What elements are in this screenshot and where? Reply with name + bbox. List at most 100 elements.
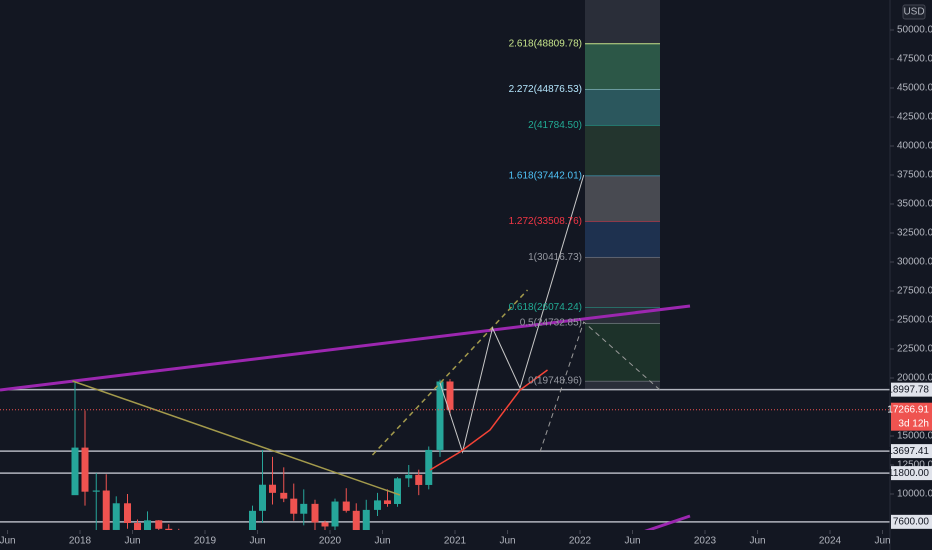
- candle-body: [384, 500, 391, 504]
- x-tick-label: Jun: [499, 536, 515, 547]
- plot: [0, 43, 890, 530]
- x-tick-label: 2024: [819, 536, 842, 547]
- fib-label: 0(19748.96): [528, 376, 582, 387]
- trend-line: [371, 289, 529, 456]
- x-tick-label: 2018: [69, 536, 92, 547]
- x-tick-label: Jun: [124, 536, 140, 547]
- trend-line: [429, 369, 548, 471]
- fib-label: 0.5(24732.85): [520, 318, 582, 329]
- trend-line: [72, 380, 401, 496]
- candle-body: [134, 523, 141, 530]
- level-box: [891, 444, 932, 459]
- y-tick-label: 37500.00: [897, 170, 932, 181]
- x-tick-label: Jun: [0, 536, 16, 547]
- level-label: 18997.78: [887, 384, 929, 395]
- y-tick-label: 35000.00: [897, 199, 932, 210]
- candle-body: [425, 449, 433, 485]
- level-box: [891, 466, 932, 481]
- candle-body: [81, 447, 89, 492]
- candle-body: [446, 381, 454, 410]
- y-tick-label: 27500.00: [897, 286, 932, 297]
- fib-label: 2.272(44876.53): [509, 84, 582, 95]
- candle-body: [92, 490, 100, 492]
- x-tick-label: Jun: [874, 536, 890, 547]
- candle-body: [155, 520, 163, 529]
- x-tick-label: 2023: [694, 536, 717, 547]
- trend-line: [439, 174, 585, 454]
- y-tick-label: 45000.00: [897, 83, 932, 94]
- y-tick-label: 20000.00: [897, 373, 932, 384]
- y-tick-label: 12500.00: [897, 460, 932, 471]
- x-tick-label: 2019: [194, 536, 217, 547]
- candle-body: [124, 503, 131, 524]
- level-label: 7600.00: [893, 516, 930, 527]
- candle-body: [300, 503, 308, 514]
- candle-body: [71, 447, 79, 496]
- countdown: 3d 12h: [898, 418, 929, 429]
- candle-body: [374, 500, 381, 510]
- fib-label: 1(30416.73): [528, 252, 582, 263]
- fib-zone: [585, 221, 660, 258]
- trend-line: [539, 321, 661, 453]
- candle-body: [394, 478, 401, 504]
- fib-zone: [585, 257, 660, 308]
- candle-body: [352, 510, 360, 530]
- y-tick-label: 10000.00: [897, 489, 932, 500]
- fib-label: 1.272(33508.76): [509, 216, 582, 227]
- currency: USD: [903, 7, 924, 18]
- fib-label: 2.618(48809.78): [509, 38, 582, 49]
- candle-body: [331, 501, 339, 527]
- last-price-label: 17266.91: [887, 404, 929, 415]
- y-tick-label: 50000.00: [897, 25, 932, 36]
- level-box: [891, 382, 932, 397]
- candle-body: [165, 528, 173, 530]
- candle-body: [269, 484, 276, 493]
- candle-body: [112, 503, 120, 530]
- y-tick-label: 30000.00: [897, 257, 932, 268]
- y-tick-label: 22500.00: [897, 344, 932, 355]
- candle-body: [290, 498, 298, 514]
- fib-zone: [585, 323, 660, 381]
- candle-body: [405, 474, 413, 479]
- candle-body: [436, 381, 444, 450]
- x-tick-label: Jun: [249, 536, 265, 547]
- trend-line: [644, 514, 691, 530]
- x-tick-label: Jun: [624, 536, 640, 547]
- candle-body: [102, 490, 110, 530]
- y-tick-label: 47500.00: [897, 54, 932, 65]
- y-tick-label: 40000.00: [897, 141, 932, 152]
- x-tick-label: 2021: [444, 536, 467, 547]
- x-tick-label: 2020: [319, 536, 342, 547]
- y-tick-label: 42500.00: [897, 112, 932, 123]
- candle-body: [280, 492, 288, 499]
- x-tick-label: Jun: [374, 536, 390, 547]
- fib-zone: [585, 43, 660, 90]
- fib-label: 0.618(26074.24): [509, 302, 582, 313]
- last-price-box: [891, 402, 932, 431]
- candle-body: [321, 522, 329, 527]
- level-label: 13697.41: [887, 446, 929, 457]
- currency-box: [902, 4, 926, 20]
- candle-body: [342, 501, 350, 511]
- level-box: [891, 514, 932, 529]
- candle-body: [249, 510, 256, 530]
- fib-label: 2(41784.50): [528, 120, 582, 131]
- y-tick-label: 32500.00: [897, 228, 932, 239]
- candle-body: [311, 503, 319, 523]
- trend-line: [0, 304, 691, 392]
- fib-zone: [585, 89, 660, 126]
- candle-body: [259, 484, 266, 511]
- x-tick-label: 2022: [569, 536, 592, 547]
- x-tick-label: Jun: [749, 536, 765, 547]
- y-tick-label: 15000.00: [897, 431, 932, 442]
- level-label: 11800.00: [888, 468, 929, 479]
- fib-label: 1.618(37442.01): [509, 170, 582, 181]
- fib-zone: [585, 175, 660, 222]
- candle-body: [362, 509, 370, 530]
- fib-zone: [585, 125, 660, 176]
- candle-body: [144, 520, 151, 530]
- candle-body: [415, 474, 423, 485]
